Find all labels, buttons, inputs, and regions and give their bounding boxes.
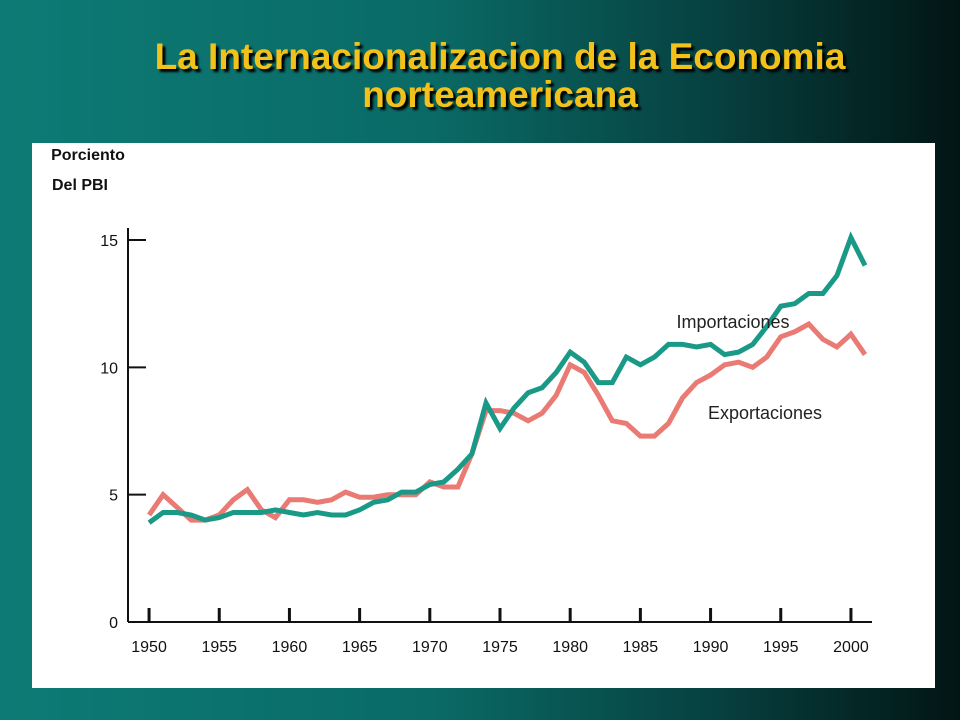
x-tick-label: 2000 [833,639,869,656]
imports-line [147,231,868,525]
x-tick-label: 1980 [552,639,588,656]
y-axis-label-line-1: Porciento [51,147,125,164]
title-line-2: norteamericana [362,74,638,115]
x-tick-label: 1970 [412,639,448,656]
x-tick-label: 1995 [763,639,799,656]
x-tick-label: 1985 [623,639,659,656]
series-label-exports: Exportaciones [708,403,822,423]
series-lines [147,231,868,525]
x-tick-label: 1975 [482,639,518,656]
y-tick-label: 10 [100,360,118,377]
exports-line [147,320,868,523]
x-tick-label: 1990 [693,639,729,656]
axes: 0 5 10 15 1950 1955 1960 1965 1970 1975 1980 1985 19… [100,228,872,656]
y-axis-label-line-2: Del PBI [52,177,108,194]
y-tick-label: 15 [100,233,118,250]
x-tick-label: 1960 [272,639,308,656]
x-tick-label: 1955 [201,639,237,656]
title-line-1: La Internacionalizacion de la Economia [154,36,846,77]
x-tick-label: 1965 [342,639,378,656]
slide-title: La Internacionalizacion de la Economia n… [0,38,960,114]
x-tick-label: 1950 [131,639,167,656]
y-tick-label: 0 [109,615,118,632]
y-tick-label: 5 [109,488,118,505]
series-label-imports: Importaciones [676,312,789,332]
